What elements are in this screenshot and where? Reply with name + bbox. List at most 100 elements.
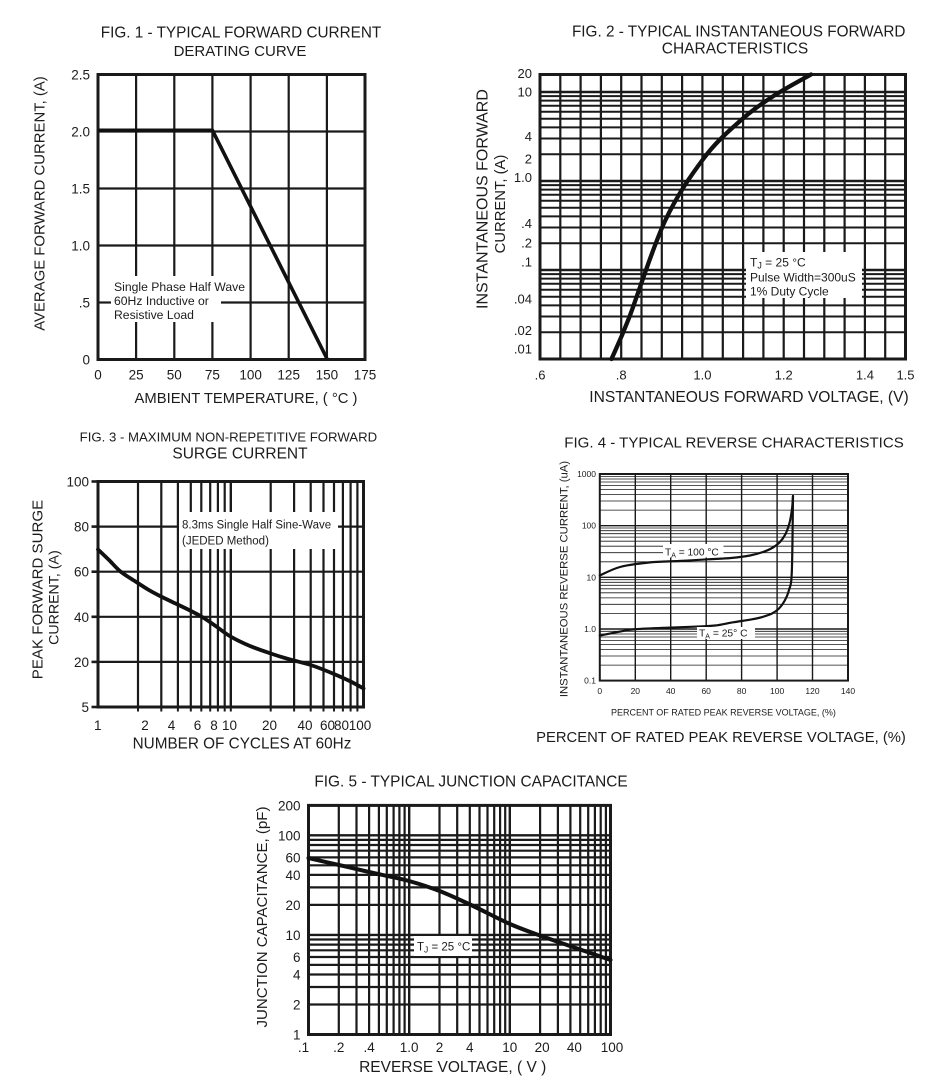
svg-text:2: 2 — [141, 718, 149, 733]
svg-text:CURRENT, (A): CURRENT, (A) — [493, 155, 509, 254]
svg-text:REVERSE VOLTAGE, ( V ): REVERSE VOLTAGE, ( V ) — [359, 1059, 546, 1076]
svg-text:INSTANTANEOUS FORWARD: INSTANTANEOUS FORWARD — [475, 89, 492, 309]
svg-text:FIG. 1 - TYPICAL FORWARD CURRE: FIG. 1 - TYPICAL FORWARD CURRENT — [101, 25, 381, 42]
svg-text:140: 140 — [841, 686, 855, 696]
svg-text:0.1: 0.1 — [584, 676, 596, 686]
svg-text:FIG. 4 - TYPICAL REVERSE CHARA: FIG. 4 - TYPICAL REVERSE CHARACTERISTICS — [564, 435, 903, 452]
svg-text:40: 40 — [285, 868, 300, 883]
svg-text:25: 25 — [129, 368, 144, 383]
svg-text:10: 10 — [222, 718, 237, 733]
svg-text:50: 50 — [167, 368, 182, 383]
svg-text:2: 2 — [525, 152, 532, 167]
svg-text:.5: .5 — [79, 296, 90, 311]
svg-text:80: 80 — [334, 718, 349, 733]
svg-text:.4: .4 — [521, 216, 532, 231]
svg-text:100: 100 — [66, 475, 89, 490]
svg-text:5: 5 — [81, 700, 89, 715]
svg-text:Pulse Width=300uS: Pulse Width=300uS — [750, 271, 856, 285]
svg-text:40: 40 — [567, 1040, 582, 1055]
svg-text:.6: .6 — [535, 368, 546, 383]
svg-text:1.4: 1.4 — [856, 368, 874, 383]
svg-text:PEAK FORWARD SURGE: PEAK FORWARD SURGE — [30, 500, 47, 679]
svg-text:.01: .01 — [514, 342, 532, 357]
svg-text:10: 10 — [518, 85, 532, 100]
svg-text:.02: .02 — [514, 323, 532, 338]
svg-text:20: 20 — [285, 898, 300, 913]
svg-text:TJ = 25 °C: TJ = 25 °C — [750, 256, 806, 271]
svg-text:60: 60 — [701, 686, 711, 696]
svg-text:0: 0 — [94, 368, 102, 383]
svg-text:175: 175 — [354, 368, 377, 383]
svg-text:1.0: 1.0 — [584, 624, 596, 634]
svg-text:2: 2 — [436, 1040, 444, 1055]
svg-text:FIG. 2 - TYPICAL INSTANTANEOUS: FIG. 2 - TYPICAL INSTANTANEOUS FORWARD — [572, 24, 905, 41]
svg-text:6: 6 — [293, 950, 301, 965]
svg-text:.1: .1 — [298, 1040, 309, 1055]
svg-text:20: 20 — [262, 718, 277, 733]
svg-text:1.0: 1.0 — [514, 170, 532, 185]
svg-text:1.2: 1.2 — [775, 368, 793, 383]
svg-text:CHARACTERISTICS: CHARACTERISTICS — [662, 41, 808, 58]
svg-text:(JEDED Method): (JEDED Method) — [182, 536, 269, 548]
svg-text:1.0: 1.0 — [71, 239, 90, 254]
svg-text:2.0: 2.0 — [71, 125, 90, 140]
svg-text:SURGE CURRENT: SURGE CURRENT — [172, 446, 308, 463]
svg-text:Single Phase Half Wave: Single Phase Half Wave — [114, 280, 245, 294]
svg-text:0: 0 — [597, 686, 602, 696]
svg-text:.8: .8 — [616, 368, 627, 383]
svg-text:10: 10 — [502, 1040, 517, 1055]
svg-text:20: 20 — [631, 686, 641, 696]
svg-text:PERCENT OF RATED PEAK REVERSE: PERCENT OF RATED PEAK REVERSE VOLTAGE, (… — [611, 708, 836, 718]
svg-text:AMBIENT TEMPERATURE, ( °C ): AMBIENT TEMPERATURE, ( °C ) — [135, 391, 358, 407]
svg-text:TA = 25° C: TA = 25° C — [699, 629, 748, 641]
svg-text:NUMBER OF CYCLES AT 60Hz: NUMBER OF CYCLES AT 60Hz — [133, 736, 352, 753]
svg-text:1000: 1000 — [577, 469, 596, 479]
svg-text:10: 10 — [587, 572, 597, 582]
svg-text:4: 4 — [168, 718, 176, 733]
svg-text:125: 125 — [277, 368, 300, 383]
svg-text:2.5: 2.5 — [71, 68, 90, 83]
svg-text:100: 100 — [239, 368, 262, 383]
svg-text:1: 1 — [94, 718, 102, 733]
svg-text:8: 8 — [210, 718, 218, 733]
svg-text:CURRENT, (A): CURRENT, (A) — [47, 550, 63, 645]
svg-text:FIG. 5 - TYPICAL JUNCTION CAPA: FIG. 5 - TYPICAL JUNCTION CAPACITANCE — [314, 774, 627, 791]
svg-text:Resistive Load: Resistive Load — [114, 308, 194, 322]
svg-text:4: 4 — [466, 1040, 474, 1055]
svg-text:.04: .04 — [514, 292, 532, 307]
svg-text:60: 60 — [320, 718, 335, 733]
svg-text:FIG. 3 - MAXIMUM NON-REPETITIV: FIG. 3 - MAXIMUM NON-REPETITIVE FORWARD — [80, 430, 377, 445]
svg-text:60: 60 — [74, 565, 89, 580]
svg-text:100: 100 — [349, 718, 372, 733]
svg-text:60Hz Inductive or: 60Hz Inductive or — [114, 294, 209, 308]
svg-text:1.0: 1.0 — [693, 368, 711, 383]
svg-text:20: 20 — [74, 655, 89, 670]
svg-text:10: 10 — [285, 928, 300, 943]
svg-text:.4: .4 — [363, 1040, 375, 1055]
svg-text:PERCENT OF RATED PEAK REVERSE: PERCENT OF RATED PEAK REVERSE VOLTAGE, (… — [536, 730, 906, 746]
svg-text:1.0: 1.0 — [400, 1040, 419, 1055]
svg-text:100: 100 — [770, 686, 784, 696]
svg-text:JUNCTION CAPACITANCE, (pF): JUNCTION CAPACITANCE, (pF) — [254, 807, 271, 1028]
svg-text:20: 20 — [535, 1040, 550, 1055]
svg-text:120: 120 — [805, 686, 819, 696]
svg-text:2: 2 — [293, 998, 301, 1013]
svg-text:.1: .1 — [521, 255, 532, 270]
svg-text:100: 100 — [278, 828, 301, 843]
svg-text:0: 0 — [82, 353, 90, 368]
svg-text:100: 100 — [582, 521, 596, 531]
svg-text:INSTANTANEOUS REVERSE CURRENT,: INSTANTANEOUS REVERSE CURRENT, (uA) — [559, 461, 571, 697]
svg-text:8.3ms Single Half Sine-Wave: 8.3ms Single Half Sine-Wave — [182, 520, 331, 532]
svg-text:1: 1 — [293, 1028, 301, 1043]
svg-text:6: 6 — [194, 718, 202, 733]
svg-text:200: 200 — [278, 798, 301, 813]
svg-text:100: 100 — [601, 1040, 624, 1055]
svg-text:1.5: 1.5 — [896, 368, 914, 383]
svg-text:.2: .2 — [333, 1040, 344, 1055]
svg-text:80: 80 — [737, 686, 747, 696]
svg-text:4: 4 — [525, 129, 532, 144]
svg-text:40: 40 — [666, 686, 676, 696]
svg-text:INSTANTANEOUS FORWARD VOLTAGE,: INSTANTANEOUS FORWARD VOLTAGE, (V) — [589, 389, 908, 406]
svg-text:75: 75 — [205, 368, 220, 383]
svg-text:40: 40 — [297, 718, 312, 733]
